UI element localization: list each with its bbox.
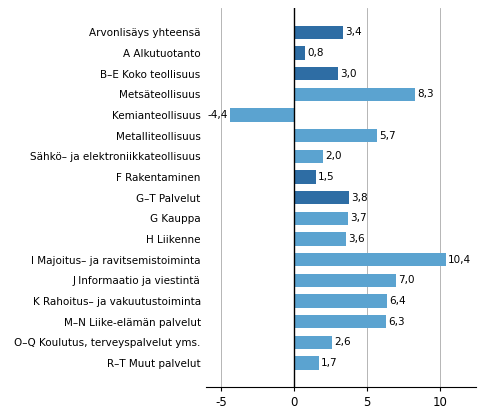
Text: 3,0: 3,0 [340, 69, 356, 79]
Bar [294, 149, 323, 163]
Text: 3,8: 3,8 [352, 193, 368, 203]
Text: 5,7: 5,7 [379, 131, 396, 141]
Bar [294, 315, 386, 328]
Bar [294, 129, 377, 142]
Text: 10,4: 10,4 [448, 255, 471, 265]
Text: 6,3: 6,3 [388, 317, 405, 327]
Text: 3,4: 3,4 [346, 27, 362, 37]
Text: 1,5: 1,5 [318, 172, 334, 182]
Bar [294, 25, 343, 39]
Bar [294, 253, 446, 266]
Bar [294, 294, 387, 308]
Bar [294, 212, 348, 225]
Text: 1,7: 1,7 [321, 358, 337, 368]
Text: 2,0: 2,0 [325, 151, 342, 161]
Bar [294, 87, 415, 101]
Text: 7,0: 7,0 [398, 275, 415, 285]
Bar [294, 67, 338, 80]
Bar [294, 356, 319, 370]
Text: -4,4: -4,4 [207, 110, 227, 120]
Text: 3,7: 3,7 [350, 213, 367, 223]
Bar [294, 46, 305, 59]
Bar [230, 108, 294, 121]
Text: 8,3: 8,3 [417, 89, 434, 99]
Text: 0,8: 0,8 [308, 48, 324, 58]
Bar [294, 274, 396, 287]
Bar [294, 170, 316, 183]
Bar [294, 336, 332, 349]
Bar [294, 232, 346, 246]
Bar [294, 191, 349, 204]
Text: 6,4: 6,4 [389, 296, 406, 306]
Text: 2,6: 2,6 [334, 337, 351, 347]
Text: 3,6: 3,6 [349, 234, 365, 244]
